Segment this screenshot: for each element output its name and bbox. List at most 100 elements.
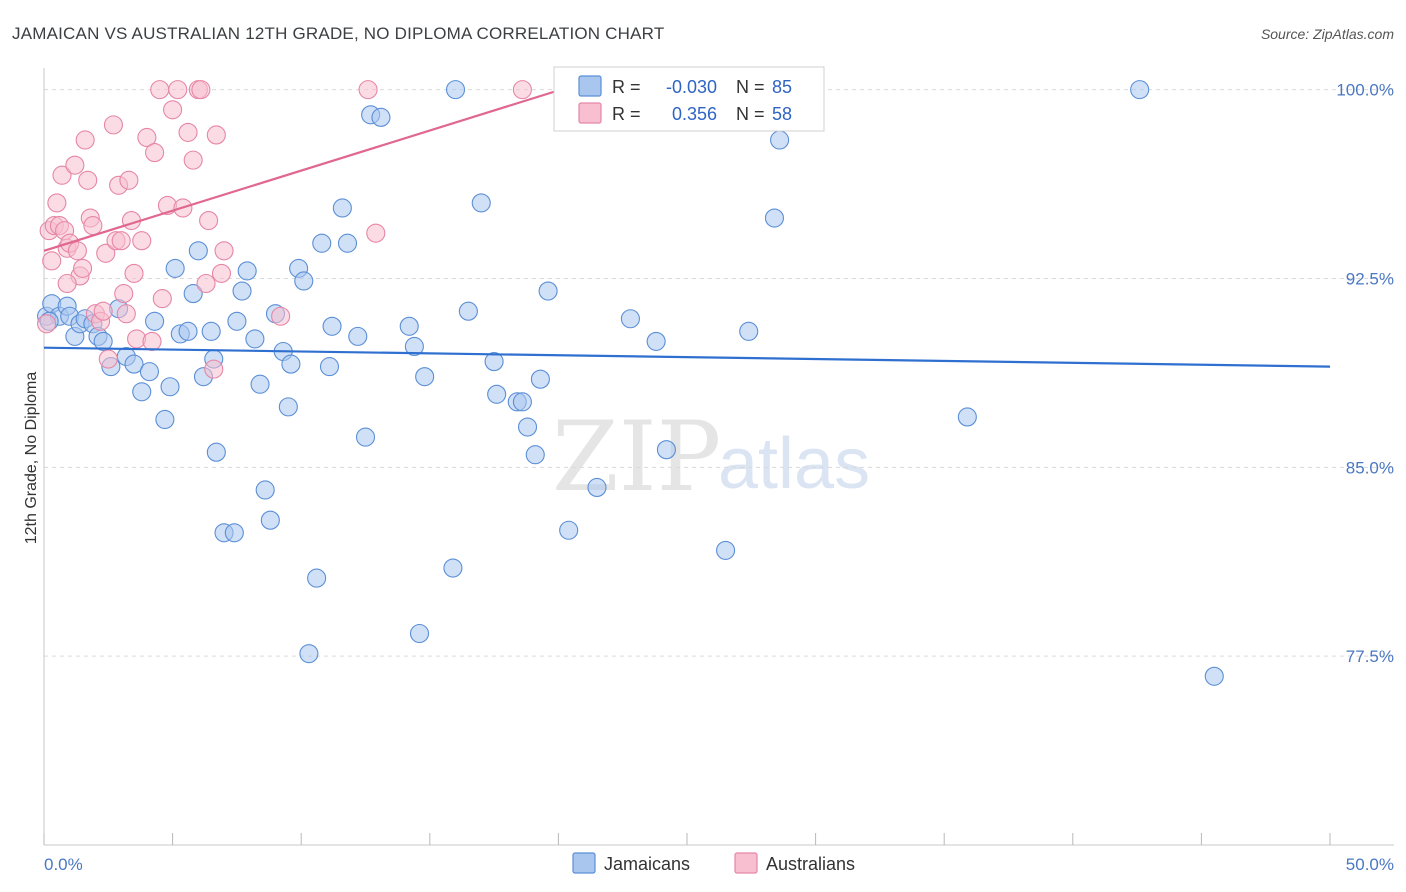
- x-tick-label-max: 50.0%: [1346, 855, 1394, 874]
- grid-lines: [44, 89, 1394, 657]
- jamaican-point: [237, 261, 257, 281]
- jamaican-point: [332, 198, 352, 218]
- jamaican-point: [160, 377, 180, 397]
- jamaican-point: [739, 321, 759, 341]
- jamaican-point: [512, 392, 532, 412]
- australian-point: [78, 170, 98, 190]
- legend-label-australians[interactable]: Australians: [766, 854, 855, 874]
- jamaican-point: [371, 107, 391, 127]
- jamaican-point: [312, 233, 332, 253]
- chart-title: JAMAICAN VS AUSTRALIAN 12TH GRADE, NO DI…: [12, 24, 664, 43]
- watermark-zip: ZIP: [552, 401, 721, 513]
- jamaican-point: [409, 623, 430, 644]
- jamaican-point: [355, 427, 376, 447]
- australian-point: [37, 314, 57, 334]
- jamaican-point: [155, 409, 175, 430]
- australian-point: [150, 80, 170, 100]
- jamaicans-r-value: -0.030: [666, 77, 717, 97]
- y-tick-labels: 77.5% 85.0% 92.5% 100.0%: [1336, 81, 1394, 667]
- jamaican-point: [525, 445, 545, 465]
- australian-point: [214, 241, 234, 261]
- watermark-atlas: atlas: [718, 424, 870, 504]
- australian-point: [75, 130, 95, 150]
- jamaican-point: [471, 193, 491, 213]
- jamaican-point: [620, 309, 640, 329]
- australian-point: [96, 243, 116, 263]
- jamaican-point: [399, 316, 419, 336]
- x-tick-label-min: 0.0%: [44, 855, 83, 874]
- jamaican-point: [124, 354, 144, 374]
- stats-legend: R = -0.030 N = 85 R = 0.356 N = 58: [553, 66, 825, 132]
- y-axis-label: 12th Grade, No Diploma: [23, 372, 40, 545]
- australian-point: [206, 125, 226, 145]
- legend-swatch-australians[interactable]: [734, 852, 758, 874]
- legend-label-jamaicans[interactable]: Jamaicans: [604, 854, 690, 874]
- jamaicans-n-value: 85: [772, 77, 792, 97]
- jamaican-point: [445, 80, 466, 100]
- australians-legend-swatch: [578, 102, 602, 124]
- australian-point: [358, 80, 378, 100]
- australian-point: [98, 349, 118, 369]
- jamaican-point: [178, 321, 198, 341]
- australian-point: [42, 251, 62, 271]
- australian-point: [114, 284, 134, 304]
- australians-r-value: 0.356: [672, 104, 717, 124]
- jamaican-point: [716, 540, 736, 560]
- australian-point: [168, 80, 188, 100]
- australians-n-value: 58: [772, 104, 792, 124]
- jamaican-point: [322, 316, 342, 336]
- australian-point: [132, 231, 152, 251]
- australian-point: [119, 170, 139, 190]
- australian-point: [204, 359, 224, 379]
- australian-point: [57, 273, 77, 294]
- jamaican-point: [188, 241, 208, 261]
- australian-point: [196, 273, 216, 294]
- australian-point: [152, 289, 172, 309]
- jamaican-point: [656, 440, 676, 460]
- y-tick-label: 100.0%: [1336, 81, 1394, 100]
- australian-point: [211, 263, 232, 283]
- australian-point: [52, 165, 72, 185]
- australian-point: [116, 304, 136, 324]
- y-tick-label: 85.0%: [1346, 458, 1394, 477]
- australians-points: [37, 80, 532, 379]
- jamaican-point: [559, 520, 579, 540]
- australian-point: [191, 80, 211, 100]
- australian-point: [124, 263, 144, 283]
- jamaican-point: [319, 357, 340, 377]
- jamaican-point: [255, 480, 275, 500]
- axes: [43, 68, 1394, 846]
- jamaican-point: [165, 258, 185, 278]
- jamaican-point: [227, 311, 247, 331]
- australian-point: [103, 115, 123, 135]
- jamaican-point: [245, 329, 265, 349]
- jamaican-point: [307, 568, 327, 588]
- jamaican-point: [957, 407, 977, 427]
- jamaican-point: [294, 271, 314, 291]
- jamaican-point: [1204, 666, 1224, 686]
- jamaican-point: [250, 374, 270, 394]
- jamaicans-points: [37, 80, 1224, 686]
- jamaican-point: [530, 369, 550, 389]
- jamaicans-legend-swatch: [578, 75, 602, 97]
- jamaican-point: [232, 281, 252, 301]
- australian-point: [145, 143, 165, 163]
- jamaican-point: [348, 326, 368, 346]
- y-tick-label: 77.5%: [1346, 647, 1394, 666]
- jamaican-point: [206, 442, 226, 462]
- australian-point: [47, 193, 67, 213]
- jamaican-point: [770, 130, 790, 150]
- australian-point: [67, 241, 87, 261]
- australian-point: [183, 150, 203, 170]
- australian-point: [366, 223, 386, 243]
- jamaican-point: [415, 367, 435, 387]
- australian-point: [178, 122, 198, 142]
- australian-point: [163, 100, 183, 120]
- australian-point: [271, 306, 291, 326]
- australian-point: [73, 258, 93, 278]
- jamaican-point: [517, 417, 538, 437]
- legend-swatch-jamaicans[interactable]: [572, 852, 596, 874]
- jamaican-point: [299, 644, 319, 664]
- jamaican-point: [260, 510, 280, 530]
